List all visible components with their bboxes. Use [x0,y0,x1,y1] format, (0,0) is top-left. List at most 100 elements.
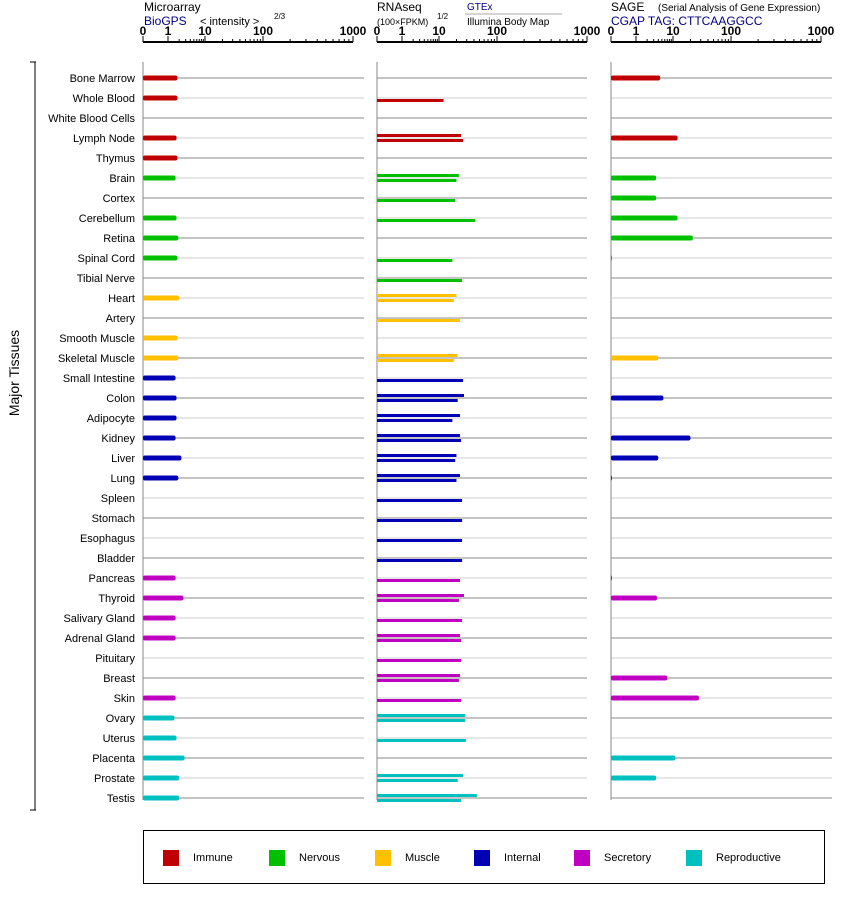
rnaseq-bar-kidney [377,439,462,442]
rnaseq-tick-label: 0 [374,24,381,38]
rnaseq-bar-brain [377,179,457,182]
category-label-adipocyte: Adipocyte [87,413,135,425]
sage-tick-label: 1000 [808,24,835,38]
category-label-prostate: Prostate [94,773,135,785]
category-label-testis: Testis [107,793,136,805]
rnaseq-tick-label: 10 [432,24,446,38]
microarray-bar-ovary [143,715,175,721]
category-label-ovary: Ovary [106,713,136,725]
microarray-bar-whole-blood [143,95,178,101]
microarray-tick-label: 1 [165,24,172,38]
microarray-panel: 0 1 10 100 1000 [140,24,367,801]
category-label-small-intestine: Small Intestine [63,373,135,385]
sage-bar-prostate [611,775,657,781]
category-label-spleen: Spleen [101,493,135,505]
microarray-scale-exponent: 2/3 [274,12,286,21]
legend-swatch-immune [163,850,179,866]
rnaseq-subtitle: (100×FPKM) [377,17,428,27]
legend-label-immune: Immune [193,852,233,864]
panels: 0 1 10 100 1000 0 1 10 100 1000 0 1 10 100 1000 [140,24,835,802]
rnaseq-bar-heart [377,299,454,302]
microarray-tick-label: 0 [140,24,147,38]
category-label-pancreas: Pancreas [89,573,136,585]
legend-swatch-secretory [574,850,590,866]
rnaseq-bar-breast [377,674,460,677]
legend-label-internal: Internal [504,852,541,864]
rnaseq-bar-testis [377,794,477,797]
legend-swatch-muscle [375,850,391,866]
legend-item-muscle: Muscle [375,849,440,867]
sage-title: SAGE [611,0,644,14]
rnaseq-source-illumina: Illumina Body Map [467,17,550,28]
category-label-bone-marrow: Bone Marrow [70,73,135,85]
rnaseq-bar-whole-blood [377,99,444,102]
category-label-cerebellum: Cerebellum [79,213,135,225]
category-label-thyroid: Thyroid [98,593,135,605]
microarray-bar-prostate [143,775,180,781]
category-labels: Bone Marrow Whole Blood White Blood Cells L… [48,73,136,805]
microarray-bar-skin [143,695,176,701]
category-label-pituitary: Pituitary [95,653,135,665]
category-label-colon: Colon [106,393,135,405]
legend-item-immune: Immune [163,849,233,867]
rnaseq-source-gtex: GTEx [467,2,493,13]
microarray-scale-label: < intensity > [200,16,259,28]
rnaseq-bar-thyroid [377,599,459,602]
rnaseq-bar-liver [377,459,456,462]
rnaseq-bar-lymph-node [377,139,464,142]
rnaseq-bar-lung [377,479,457,482]
rnaseq-bar-skin [377,699,462,702]
side-bracket [30,61,36,811]
legend-label-secretory: Secretory [604,852,652,864]
rnaseq-bar-colon [377,394,465,397]
legend-label-reproductive: Reproductive [716,852,781,864]
category-label-spinal-cord: Spinal Cord [78,253,135,265]
microarray-bar-bone-marrow [143,75,178,81]
rnaseq-header: RNAseq (100×FPKM) 1/2 GTEx Illumina Body… [377,0,562,28]
sage-bar-retina [611,235,693,241]
category-label-breast: Breast [103,673,135,685]
sage-bar-breast [611,675,668,681]
legend-swatch-nervous [269,850,285,866]
microarray-tick-label: 10 [198,24,212,38]
rnaseq-title: RNAseq [377,0,422,14]
microarray-bar-salivary-gland [143,615,176,621]
category-label-skin: Skin [114,693,135,705]
rnaseq-scale-exponent: 1/2 [437,12,449,21]
sage-bar-cortex [611,195,657,201]
legend-label-nervous: Nervous [299,852,340,864]
microarray-bar-placenta [143,755,185,761]
sage-bar-cerebellum [611,215,678,221]
sage-bar-thyroid [611,595,658,601]
sage-tick-label: 0 [608,24,615,38]
sage-tag: CGAP TAG: CTTCAAGGCC [611,14,763,28]
microarray-bar-brain [143,175,176,181]
rnaseq-bar-pancreas [377,579,460,582]
category-label-tibial-nerve: Tibial Nerve [77,273,135,285]
rnaseq-bar-lymph-node [377,134,462,137]
microarray-bar-lymph-node [143,135,177,141]
legend-swatch-reproductive [686,850,702,866]
sage-tick-label: 100 [721,24,741,38]
microarray-subtitle: BioGPS [144,14,187,28]
sage-bar-liver [611,455,659,461]
sage-bar-brain [611,175,657,181]
microarray-bar-smooth-muscle [143,335,178,341]
rnaseq-bar-colon [377,399,458,402]
rnaseq-bar-spinal-cord [377,259,453,262]
microarray-bar-liver [143,455,182,461]
microarray-bar-colon [143,395,177,401]
category-label-stomach: Stomach [92,513,135,525]
rnaseq-bar-cortex [377,199,456,202]
microarray-bar-thymus [143,155,178,161]
rnaseq-bar-salivary-gland [377,619,463,622]
rnaseq-bar-liver [377,454,457,457]
category-label-thymus: Thymus [96,153,136,165]
row-gridlines [143,77,832,799]
sage-bar-lung [611,475,612,481]
microarray-header: Microarray BioGPS < intensity > 2/3 [144,0,286,28]
category-label-lung: Lung [111,473,135,485]
microarray-bar-spinal-cord [143,255,178,261]
legend-item-nervous: Nervous [269,849,340,867]
microarray-bar-retina [143,235,179,241]
